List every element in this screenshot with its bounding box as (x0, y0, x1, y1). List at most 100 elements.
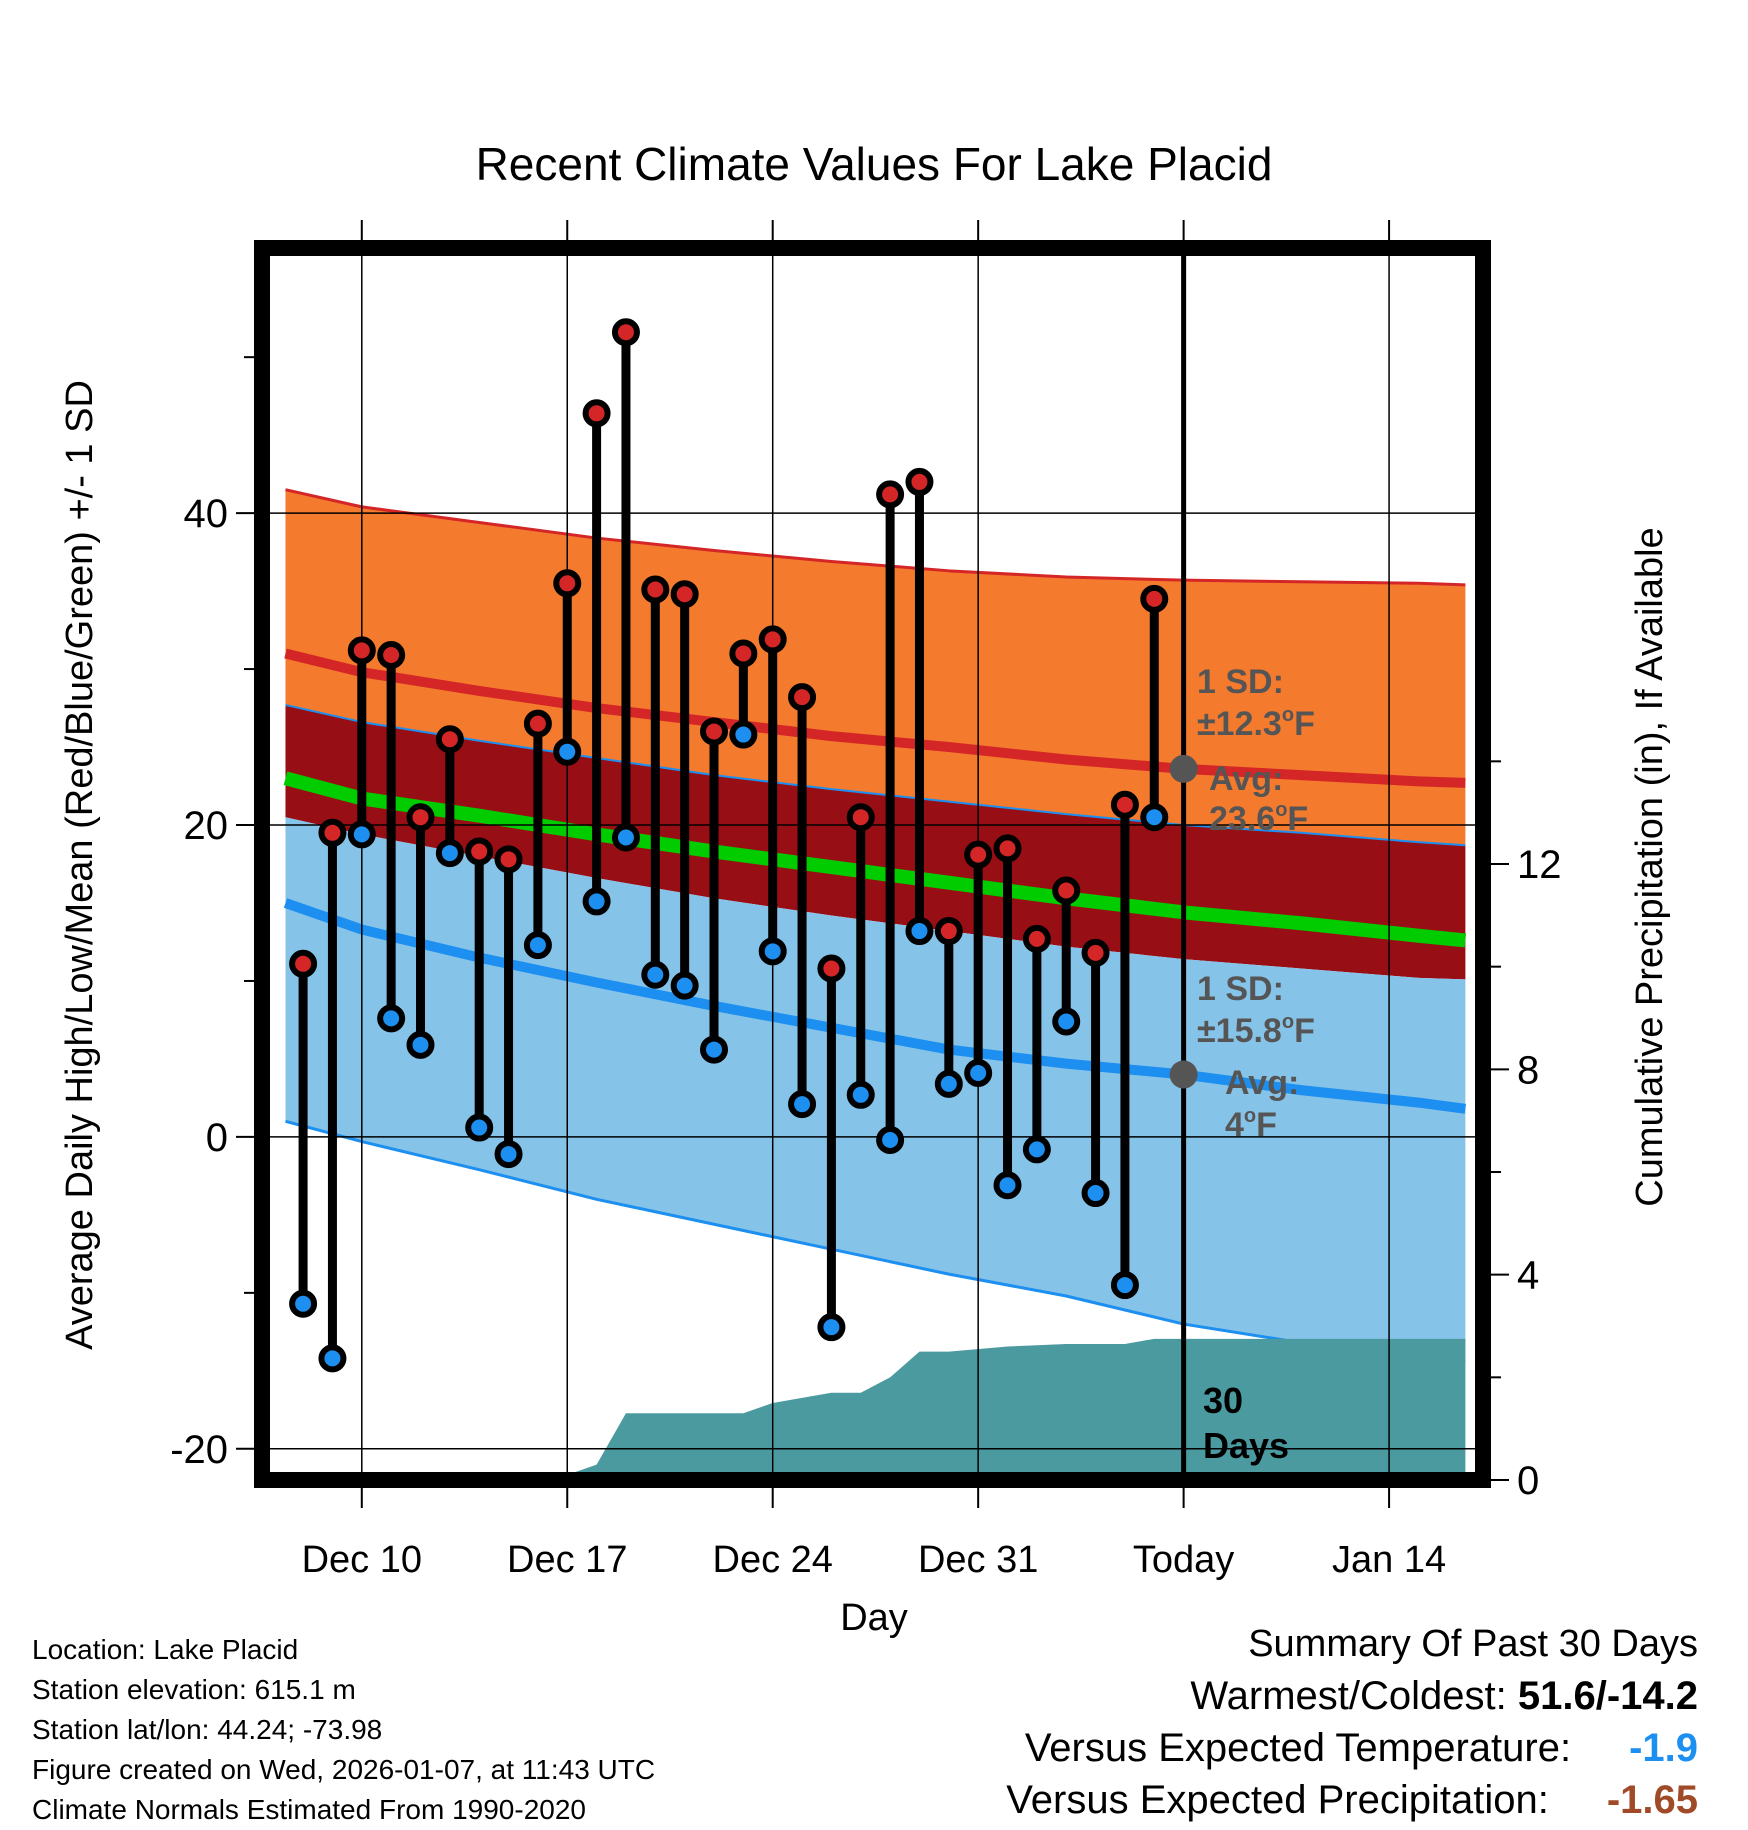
daily-high-point (406, 803, 435, 832)
daily-high-point (788, 683, 817, 712)
info-created: Figure created on Wed, 2026-01-07, at 11… (32, 1754, 656, 1785)
chart-title: Recent Climate Values For Lake Placid (476, 138, 1273, 190)
x-tick-label: Dec 24 (713, 1539, 833, 1581)
daily-high-point (876, 480, 905, 509)
daily-high-point (347, 636, 376, 665)
daily-high-point (289, 949, 318, 978)
daily-low-point (700, 1035, 729, 1064)
y-tick-label: 0 (206, 1116, 228, 1160)
daily-high-point (905, 467, 934, 496)
daily-low-point (817, 1313, 846, 1342)
summary-precip-value: -1.65 (1606, 1778, 1698, 1822)
low-sd-value: ±15.8oF (1197, 1011, 1315, 1050)
precip-label-line2: Days (1203, 1425, 1289, 1466)
x-tick-label: Today (1133, 1539, 1234, 1581)
y-tick-label: 40 (184, 492, 229, 536)
daily-high-point (817, 954, 846, 983)
daily-low-point (611, 823, 640, 852)
summary-warmest-row: Warmest/Coldest: 51.6/-14.2 (1006, 1670, 1698, 1722)
daily-low-point (758, 937, 787, 966)
daily-low-point (905, 917, 934, 946)
plot-frame (254, 240, 1491, 1488)
daily-high-point (934, 917, 963, 946)
daily-low-point (435, 839, 464, 868)
station-info: Location: Lake Placid Station elevation:… (32, 1630, 655, 1830)
daily-low-point (318, 1344, 347, 1373)
daily-high-point (1140, 584, 1169, 613)
y2-tick-label: 12 (1517, 843, 1562, 887)
daily-high-point (523, 709, 552, 738)
y2-axis-label: Cumulative Precipitation (in), If Availa… (1629, 527, 1671, 1206)
daily-high-point (582, 399, 611, 428)
x-tick-label: Dec 31 (918, 1539, 1038, 1581)
daily-high-point (1052, 876, 1081, 905)
daily-high-point (729, 639, 758, 668)
daily-low-point (1081, 1179, 1110, 1208)
daily-high-point (553, 569, 582, 598)
daily-high-point (1110, 790, 1139, 819)
daily-high-point (435, 725, 464, 754)
daily-low-point (1110, 1271, 1139, 1300)
daily-high-point (1022, 924, 1051, 953)
summary-precip-label: Versus Expected Precipitation: (1006, 1778, 1549, 1822)
daily-low-point (964, 1058, 993, 1087)
daily-low-point (876, 1126, 905, 1155)
summary-heading: Summary Of Past 30 Days (1248, 1623, 1698, 1665)
daily-low-point (729, 720, 758, 749)
info-latlon: Station lat/lon: 44.24; -73.98 (32, 1714, 383, 1745)
summary-temp-label: Versus Expected Temperature: (1024, 1726, 1572, 1770)
daily-low-point (993, 1171, 1022, 1200)
daily-low-point (1140, 803, 1169, 832)
today-low-avg-marker (1169, 1060, 1198, 1089)
daily-high-point (846, 803, 875, 832)
low-avg-label: Avg: (1225, 1064, 1299, 1102)
info-normals: Climate Normals Estimated From 1990-2020 (32, 1794, 586, 1825)
daily-low-point (553, 737, 582, 766)
daily-high-point (494, 845, 523, 874)
y-tick-label: 20 (184, 804, 229, 848)
daily-low-point (289, 1289, 318, 1318)
high-sd-label: 1 SD: (1197, 663, 1284, 701)
summary-warmest-value: 51.6/-14.2 (1517, 1674, 1698, 1718)
x-tick-label: Jan 14 (1332, 1539, 1446, 1581)
plot-area (262, 248, 1483, 1480)
daily-low-point (347, 820, 376, 849)
daily-low-point (523, 931, 552, 960)
y-axis-label: Average Daily High/Low/Mean (Red/Blue/Gr… (59, 380, 101, 1350)
today-high-avg-marker (1169, 754, 1198, 783)
high-sd-value: ±12.3oF (1197, 704, 1315, 743)
info-location: Location: Lake Placid (32, 1634, 299, 1665)
daily-high-point (670, 580, 699, 609)
daily-high-point (1081, 938, 1110, 967)
info-elevation: Station elevation: 615.1 m (32, 1674, 356, 1705)
x-tick-label: Dec 17 (507, 1539, 627, 1581)
daily-low-point (494, 1140, 523, 1169)
daily-low-point (1052, 1007, 1081, 1036)
daily-high-point (641, 575, 670, 604)
summary-precip-row: Versus Expected Precipitation: -1.65 (1006, 1774, 1698, 1826)
y-tick-label: -20 (170, 1428, 228, 1472)
daily-low-point (670, 971, 699, 1000)
daily-high-point (318, 818, 347, 847)
low-sd-band (285, 817, 1466, 1362)
y2-tick-label: 8 (1517, 1048, 1539, 1092)
summary-warmest-label: Warmest/Coldest: (1190, 1674, 1507, 1718)
daily-high-point (993, 834, 1022, 863)
daily-high-point (465, 837, 494, 866)
high-avg-label: Avg: (1209, 760, 1283, 798)
daily-high-point (700, 717, 729, 746)
low-sd-label: 1 SD: (1197, 970, 1284, 1008)
summary-temp-value: -1.9 (1629, 1726, 1698, 1770)
daily-low-point (788, 1090, 817, 1119)
daily-high-point (611, 318, 640, 347)
low-avg-value: 4oF (1225, 1105, 1277, 1144)
precip-label-line1: 30 (1203, 1380, 1243, 1421)
x-tick-label: Dec 10 (302, 1539, 422, 1581)
summary-temp-row: Versus Expected Temperature: -1.9 (1006, 1722, 1698, 1774)
x-axis-label: Day (840, 1597, 908, 1639)
daily-low-point (582, 887, 611, 916)
daily-low-point (406, 1030, 435, 1059)
daily-low-point (377, 1004, 406, 1033)
daily-low-point (846, 1080, 875, 1109)
